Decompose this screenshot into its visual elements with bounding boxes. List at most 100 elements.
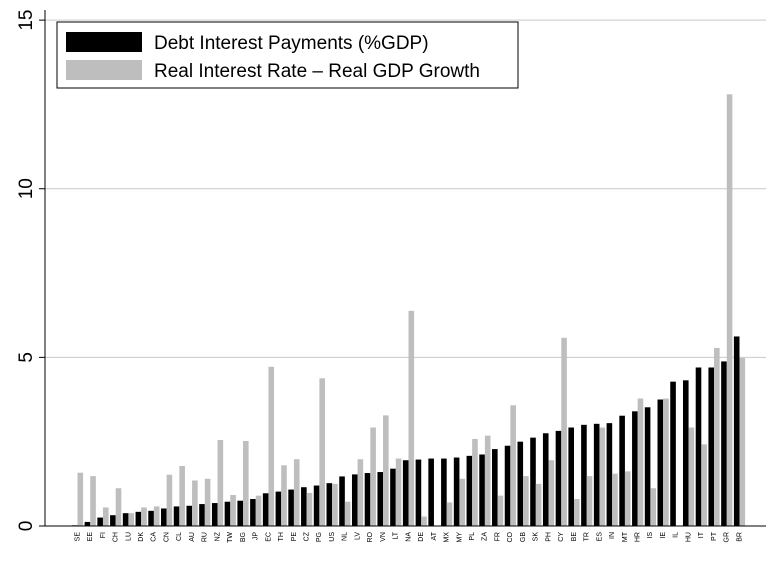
- bar-real-rate-growth-SK: [535, 483, 542, 526]
- bar-debt-interest-LT: [390, 468, 396, 526]
- bar-debt-interest-IT: [695, 367, 702, 526]
- x-tick-label: CY: [558, 532, 565, 542]
- bar-debt-interest-PE: [288, 489, 294, 526]
- bar-real-rate-growth-ZA: [484, 435, 491, 526]
- bar-real-rate-growth-RO: [370, 427, 376, 526]
- bar-debt-interest-CL: [173, 506, 180, 526]
- bar-real-rate-growth-GB: [523, 476, 529, 526]
- bar-debt-interest-PT: [708, 367, 715, 526]
- x-tick-label: RO: [367, 531, 374, 542]
- bar-real-rate-growth-TR: [586, 476, 593, 526]
- bar-real-rate-growth-TH: [281, 465, 287, 526]
- x-tick-label: HR: [634, 532, 641, 542]
- bar-real-rate-growth-MY: [459, 478, 466, 526]
- bar-real-rate-growth-NL: [344, 501, 351, 526]
- bar-debt-interest-LV: [351, 474, 358, 526]
- x-tick-label: VN: [380, 532, 387, 542]
- x-tick-label: PG: [316, 532, 323, 542]
- bar-debt-interest-EE: [84, 521, 91, 526]
- x-tick-label: TH: [278, 532, 285, 541]
- x-tick-label: CH: [113, 532, 120, 542]
- x-tick-label: IE: [660, 532, 667, 539]
- x-tick-label: IT: [698, 531, 705, 538]
- bar-real-rate-growth-JP: [255, 495, 262, 526]
- bar-real-rate-growth-DE: [421, 516, 427, 526]
- bar-debt-interest-US: [326, 483, 333, 526]
- legend-swatch-real-rate-growth: [66, 60, 142, 80]
- bar-debt-interest-MT: [619, 415, 625, 526]
- bar-debt-interest-AU: [186, 505, 193, 526]
- x-tick-label: FR: [494, 532, 501, 541]
- bar-real-rate-growth-NA: [408, 310, 415, 526]
- bar-real-rate-growth-CA: [153, 506, 160, 526]
- bar-real-rate-growth-PH: [548, 460, 555, 526]
- bar-debt-interest-BG: [237, 500, 243, 526]
- bar-debt-interest-MY: [453, 457, 460, 526]
- bar-debt-interest-NZ: [211, 503, 218, 526]
- bar-debt-interest-NA: [402, 460, 409, 526]
- x-tick-label: NL: [342, 532, 349, 541]
- x-tick-label: JP: [253, 532, 260, 541]
- x-tick-label: EC: [265, 532, 272, 542]
- x-tick-label: AU: [189, 532, 196, 542]
- x-tick-label: LV: [354, 532, 361, 540]
- bar-debt-interest-CA: [148, 510, 154, 526]
- x-tick-label: SE: [74, 532, 81, 542]
- bar-debt-interest-ES: [593, 423, 600, 526]
- x-tick-label: PH: [545, 532, 552, 542]
- x-tick-label: CZ: [303, 531, 310, 541]
- bar-debt-interest-CY: [555, 430, 562, 526]
- x-tick-label: PL: [469, 532, 476, 541]
- bar-debt-interest-MX: [441, 458, 447, 526]
- legend-swatch-debt-interest: [66, 32, 142, 52]
- x-tick-label: GB: [520, 532, 527, 542]
- bar-real-rate-growth-LT: [395, 458, 402, 526]
- x-tick-label: LU: [125, 532, 132, 541]
- x-tick-label: RU: [202, 532, 209, 542]
- bar-debt-interest-TR: [581, 424, 587, 526]
- bar-real-rate-growth-AU: [192, 480, 198, 526]
- bar-debt-interest-GB: [517, 441, 524, 526]
- bar-real-rate-growth-CO: [510, 405, 516, 526]
- x-tick-label: NA: [405, 532, 412, 542]
- x-tick-label: LT: [393, 531, 400, 539]
- bar-real-rate-growth-DK: [141, 507, 147, 526]
- x-tick-label: NZ: [214, 531, 221, 541]
- x-tick-label: DK: [138, 532, 145, 542]
- bar-debt-interest-HR: [632, 411, 638, 526]
- bar-real-rate-growth-PE: [293, 459, 300, 526]
- bar-debt-interest-RO: [364, 473, 371, 526]
- bar-debt-interest-IE: [657, 399, 664, 526]
- bar-real-rate-growth-LU: [128, 513, 135, 526]
- x-tick-label: CA: [151, 532, 158, 542]
- bar-real-rate-growth-EC: [268, 366, 275, 526]
- y-tick-label: 0: [16, 521, 37, 532]
- legend: Debt Interest Payments (%GDP) Real Inter…: [56, 21, 519, 89]
- bar-debt-interest-TH: [275, 491, 282, 526]
- x-tick-label: US: [329, 532, 336, 542]
- bar-real-rate-growth-CH: [115, 488, 122, 526]
- bar-real-rate-growth-CL: [179, 465, 185, 526]
- x-axis-ticks: SE EE FI CH LU DK CA CN CL AU RU NZ TW BG JP EC TH PE CZ PG…: [74, 531, 743, 543]
- gridlines: [45, 19, 766, 358]
- x-tick-label: CN: [163, 532, 170, 542]
- bar-real-rate-growth-FR: [497, 495, 504, 526]
- bar-debt-interest-HU: [682, 380, 689, 526]
- axes: [44, 10, 766, 527]
- bar-real-rate-growth-CZ: [306, 492, 313, 526]
- y-axis-ticks: 0 5 10 15: [16, 10, 45, 532]
- bar-real-rate-growth-SE: [77, 472, 84, 526]
- bar-debt-interest-BR: [733, 336, 740, 526]
- bar-debt-interest-TW: [224, 501, 231, 526]
- bar-real-rate-growth-MT: [624, 471, 631, 526]
- x-tick-label: HU: [685, 532, 692, 542]
- bar-real-rate-growth-GR: [726, 94, 733, 527]
- bar-real-rate-growth-RU: [204, 478, 211, 526]
- x-tick-label: MT: [622, 531, 629, 542]
- x-tick-label: DE: [418, 532, 425, 542]
- x-tick-label: AT: [431, 531, 438, 540]
- y-tick-label: 10: [16, 178, 37, 199]
- bar-real-rate-growth-IE: [663, 398, 669, 526]
- legend-label-real-rate-growth: Real Interest Rate – Real GDP Growth: [154, 61, 480, 82]
